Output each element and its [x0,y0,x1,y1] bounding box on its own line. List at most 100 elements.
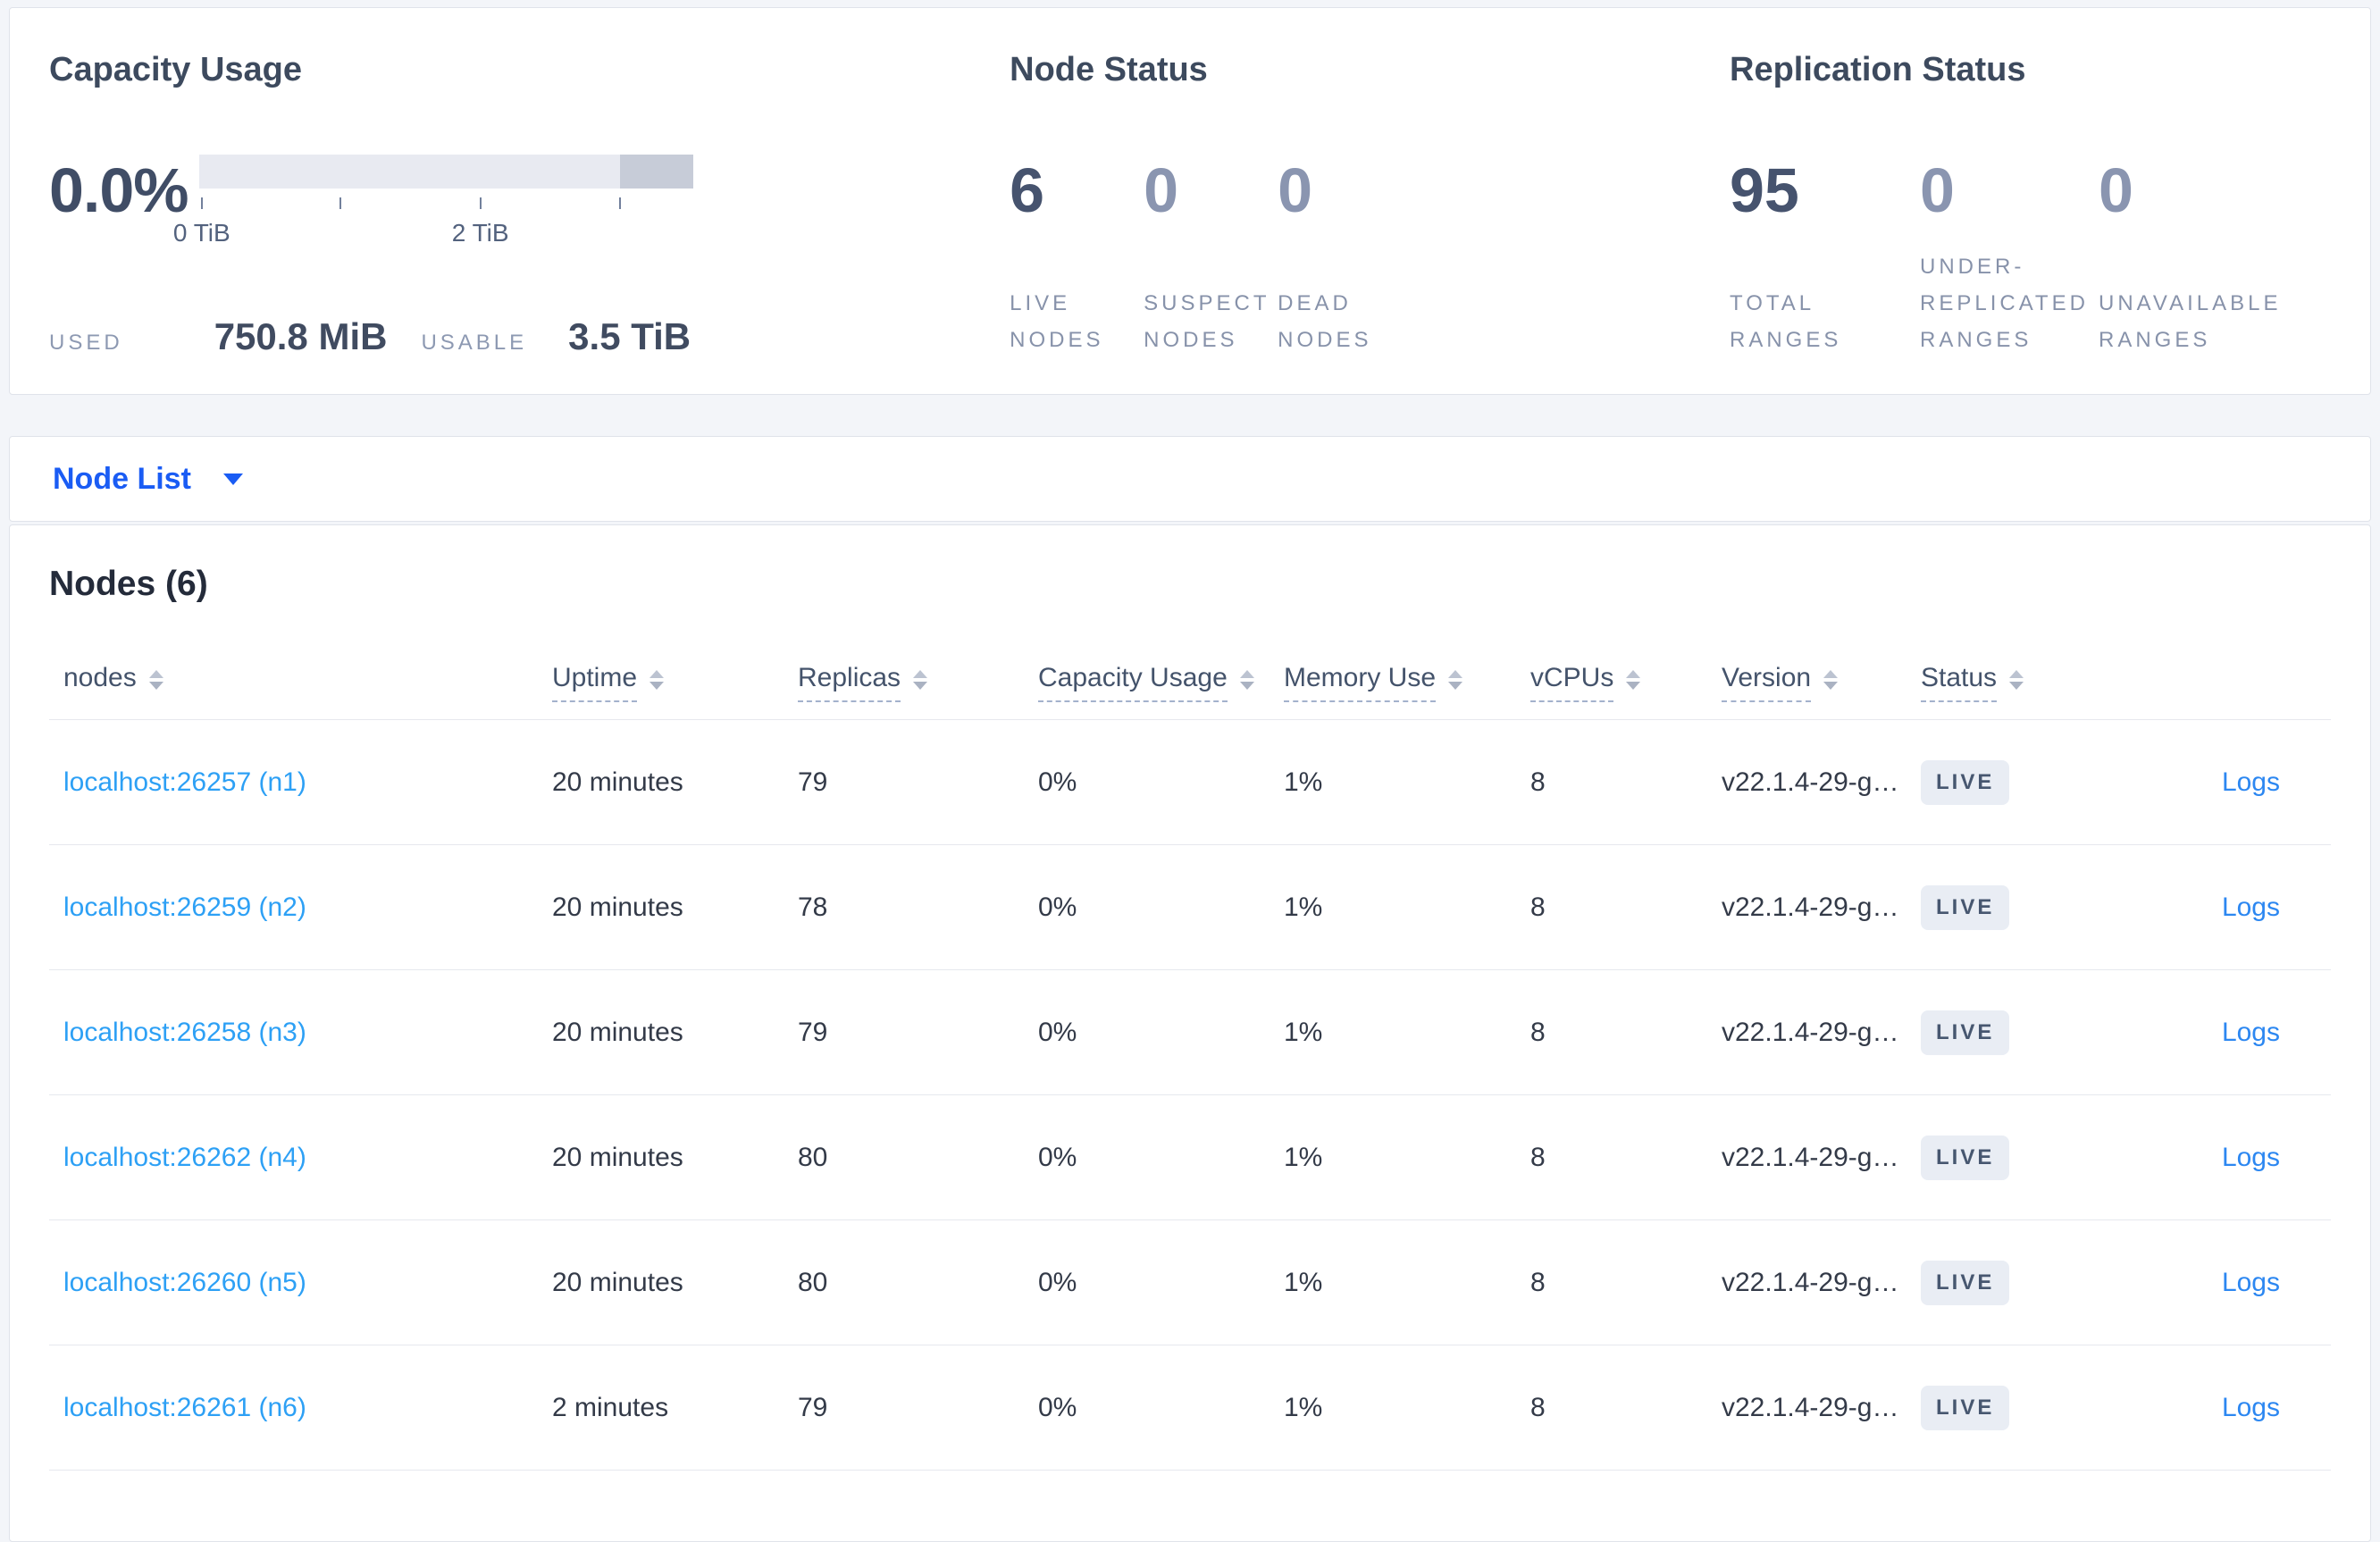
stat-value: 0 [1144,155,1179,225]
capacity-axis-tick [200,197,203,209]
column-header-nodes[interactable]: nodes [49,663,552,702]
capacity-usage-cell: 0% [1038,1017,1077,1047]
column-header-label: Replicas [798,663,901,702]
uptime-cell: 2 minutes [552,1392,669,1422]
column-header-status[interactable]: Status [1921,663,2135,702]
nodes-table-panel: Nodes (6) nodes Uptime Replicas Capacity Us… [9,524,2371,1542]
column-header-version[interactable]: Version [1722,663,1921,702]
status-cell: LIVE [1921,759,2135,805]
chevron-down-icon [222,473,243,485]
stat-value: 0 [1920,155,1955,225]
version-cell: v22.1.4-29-g… [1722,892,1899,922]
node-address-cell: localhost:26257 (n1) [49,767,552,798]
column-header-memory-use[interactable]: Memory Use [1284,663,1530,702]
stat-label: TOTAL RANGES [1730,291,1842,352]
capacity-usage-cell: 0% [1038,767,1077,797]
summary-panel: Capacity Usage 0.0% 0 TiB 2 TiB USED 750.… [9,7,2371,395]
replication-status-title: Replication Status [1730,51,2026,88]
node-address-link[interactable]: localhost:26258 (n3) [63,1017,306,1047]
column-header-label: Status [1921,663,1998,702]
node-address-link[interactable]: localhost:26260 (n5) [63,1267,306,1297]
logs-link[interactable]: Logs [2221,892,2280,922]
stat-value: 6 [1010,155,1045,225]
live-status-badge: LIVE [1921,759,2010,805]
column-header-uptime[interactable]: Uptime [552,663,798,702]
column-header-label: Capacity Usage [1038,663,1228,702]
node-address-cell: localhost:26260 (n5) [49,1268,552,1298]
capacity-usage-cell: 0% [1038,1142,1077,1172]
sort-arrows-icon [1239,669,1254,690]
replication-status-stats: 95 0 0 TOTAL RANGES UNDER-REPLICATED RANGES U… [1730,90,2331,358]
stat-label: UNAVAILABLE RANGES [2099,291,2282,352]
node-address-link[interactable]: localhost:26259 (n2) [63,892,306,922]
memory-use-cell: 1% [1284,892,1323,922]
node-status-title: Node Status [1010,51,1208,88]
status-cell: LIVE [1921,1010,2135,1055]
stat-labels-row: TOTAL RANGES UNDER-REPLICATED RANGES UNAVA… [1730,248,2331,358]
memory-use-cell: 1% [1284,1392,1323,1422]
sort-arrows-icon [148,669,163,690]
logs-cell: Logs [2135,767,2331,798]
node-address-cell: localhost:26259 (n2) [49,893,552,923]
live-status-badge: LIVE [1921,1010,2010,1055]
logs-link[interactable]: Logs [2221,767,2280,797]
used-label: USED [49,331,123,355]
logs-link[interactable]: Logs [2221,1267,2280,1297]
column-header-capacity-usage[interactable]: Capacity Usage [1038,663,1284,702]
logs-cell: Logs [2135,1393,2331,1423]
column-header-label: Version [1722,663,1812,702]
logs-link[interactable]: Logs [2221,1142,2280,1172]
column-header-replicas[interactable]: Replicas [798,663,1038,702]
vcpus-cell: 8 [1530,767,1546,797]
vcpus-cell: 8 [1530,1267,1546,1297]
capacity-axis-tick [339,197,342,209]
replicas-cell: 79 [798,1017,828,1047]
live-status-badge: LIVE [1921,1135,2010,1180]
capacity-gauge-row: 0.0% 0 TiB 2 TiB [49,150,1010,247]
node-list-dropdown-label: Node List [53,461,191,496]
memory-use-cell: 1% [1284,1267,1323,1297]
column-header-vcpus[interactable]: vCPUs [1530,663,1722,702]
nodes-table: nodes Uptime Replicas Capacity Usage Memory … [49,645,2331,1505]
node-address-cell: localhost:26261 (n6) [49,1393,552,1423]
logs-cell: Logs [2135,1018,2331,1048]
sort-arrows-icon [649,669,665,690]
node-table-row: localhost:26261 (n6) 2 minutes 79 0% 1% 8 v22.… [49,1345,2331,1471]
node-table-row: localhost:26258 (n3) 20 minutes 79 0% 1% 8 v22… [49,970,2331,1095]
uptime-cell: 20 minutes [552,1017,683,1047]
version-cell: v22.1.4-29-g… [1722,767,1899,797]
usable-value: 3.5 TiB [568,315,691,357]
nodes-table-header-row: nodes Uptime Replicas Capacity Usage Memory … [49,645,2331,720]
nodes-table-footer-space [49,1471,2331,1505]
node-address-link[interactable]: localhost:26257 (n1) [63,767,306,797]
capacity-usage-cell: 0% [1038,1267,1077,1297]
capacity-used-percent: 0.0% [49,155,189,225]
capacity-axis-tick [619,197,622,209]
node-address-cell: localhost:26258 (n3) [49,1018,552,1048]
capacity-usage-cell: 0% [1038,1392,1077,1422]
sort-arrows-icon [913,669,928,690]
capacity-bar: 0 TiB 2 TiB [173,155,693,247]
node-list-dropdown[interactable]: Node List [53,462,243,497]
node-table-row: localhost:26257 (n1) 20 minutes 79 0% 1% 8 v22… [49,720,2331,845]
node-table-row: localhost:26259 (n2) 20 minutes 78 0% 1% 8 v22… [49,845,2331,970]
node-address-link[interactable]: localhost:26261 (n6) [63,1392,306,1422]
uptime-cell: 20 minutes [552,767,683,797]
memory-use-cell: 1% [1284,1017,1323,1047]
capacity-usage-section: Capacity Usage 0.0% 0 TiB 2 TiB USED 750.… [49,49,1010,358]
capacity-bar-dark-segment [620,155,693,189]
capacity-used-usable-row: USED 750.8 MiB USABLE 3.5 TiB [49,315,1010,358]
logs-link[interactable]: Logs [2221,1392,2280,1422]
node-address-link[interactable]: localhost:26262 (n4) [63,1142,306,1172]
logs-cell: Logs [2135,893,2331,923]
uptime-cell: 20 minutes [552,892,683,922]
status-cell: LIVE [1921,1135,2135,1180]
view-selector-bar: Node List [9,436,2371,522]
uptime-cell: 20 minutes [552,1142,683,1172]
nodes-table-body: localhost:26257 (n1) 20 minutes 79 0% 1% 8 v22… [49,720,2331,1471]
capacity-usage-body: 0.0% 0 TiB 2 TiB USED 750.8 MiB USABLE 3.… [49,90,1010,358]
stat-value: 0 [2099,155,2133,225]
status-cell: LIVE [1921,884,2135,930]
logs-link[interactable]: Logs [2221,1017,2280,1047]
